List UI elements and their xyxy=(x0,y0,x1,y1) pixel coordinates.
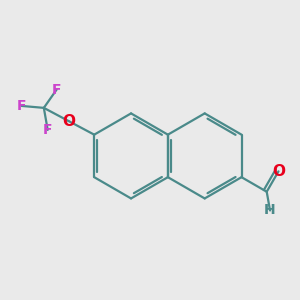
Text: F: F xyxy=(43,123,52,137)
Text: F: F xyxy=(52,82,62,97)
Text: F: F xyxy=(17,99,26,113)
Text: O: O xyxy=(272,164,285,179)
Text: H: H xyxy=(264,203,276,218)
Text: O: O xyxy=(62,113,75,128)
